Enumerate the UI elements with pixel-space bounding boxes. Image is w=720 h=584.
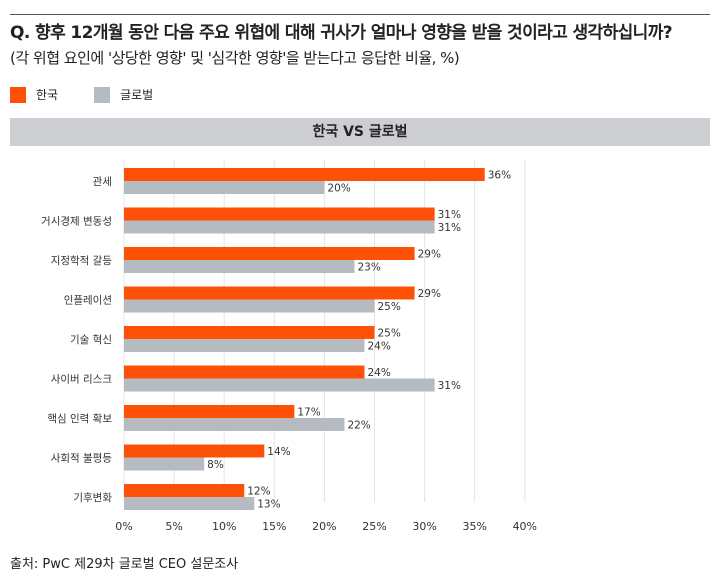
chart-title: Q. 향후 12개월 동안 다음 주요 위협에 대해 귀사가 얼마나 영향을 받… <box>10 23 673 43</box>
x-tick-label: 40% <box>513 520 537 533</box>
data-label: 31% <box>438 222 461 234</box>
category-label: 관세 <box>93 176 112 188</box>
data-label: 24% <box>367 341 390 353</box>
data-label: 23% <box>357 262 380 274</box>
data-label: 8% <box>207 459 224 471</box>
bar-korea <box>124 365 365 379</box>
x-tick-label: 5% <box>165 520 182 533</box>
bar-global <box>124 220 435 234</box>
legend-label-global: 글로벌 <box>120 88 154 102</box>
chart-subtitle: (각 위협 요인에 '상당한 영향' 및 '심각한 영향'을 받는다고 응답한 … <box>10 49 460 67</box>
x-tick-label: 0% <box>115 520 132 533</box>
bar-global <box>124 299 375 313</box>
bar-global <box>124 181 325 194</box>
data-label: 24% <box>367 367 390 379</box>
data-label: 29% <box>418 249 441 261</box>
data-label: 31% <box>438 380 461 392</box>
category-label: 사이버 리스크 <box>51 374 113 386</box>
category-label: 사회적 불평등 <box>51 453 113 465</box>
source-note: 출처: PwC 제29차 글로벌 CEO 설문조사 <box>10 557 239 572</box>
x-tick-label: 20% <box>312 520 336 533</box>
category-label: 인플레이션 <box>64 295 112 307</box>
category-label: 거시경제 변동성 <box>41 215 112 228</box>
bar-korea <box>124 286 415 300</box>
legend: 한국 글로벌 <box>10 86 153 103</box>
bar-korea <box>124 207 435 221</box>
data-label: 22% <box>347 420 370 432</box>
x-tick-label: 25% <box>362 520 386 533</box>
bar-korea <box>124 326 375 339</box>
x-tick-label: 30% <box>412 520 436 533</box>
bar-korea <box>124 484 245 497</box>
chart-heading-band: 한국 VS 글로벌 <box>10 118 710 146</box>
data-label: 12% <box>247 486 270 498</box>
x-tick-label: 35% <box>462 520 486 533</box>
x-tick-label: 15% <box>262 520 286 533</box>
category-label: 기술 혁신 <box>70 334 112 346</box>
bar-global <box>124 497 255 510</box>
category-label: 기후변화 <box>73 492 112 504</box>
bar-korea <box>124 405 295 418</box>
bar-global <box>124 418 345 431</box>
data-label: 14% <box>267 446 290 458</box>
category-label: 핵심 인력 확보 <box>47 412 112 425</box>
legend-label-korea: 한국 <box>36 88 59 102</box>
data-label: 25% <box>378 328 401 340</box>
bar-global <box>124 260 355 273</box>
data-label: 29% <box>418 288 441 300</box>
category-label: 지정학적 갈등 <box>51 254 113 267</box>
bar-global <box>124 378 435 392</box>
top-divider <box>10 14 710 15</box>
data-label: 31% <box>438 209 461 221</box>
legend-swatch-korea <box>10 86 26 103</box>
data-label: 13% <box>257 499 280 511</box>
x-tick-label: 10% <box>212 520 236 533</box>
data-label: 20% <box>327 183 350 195</box>
bar-korea <box>124 247 415 260</box>
legend-swatch-global <box>94 86 111 103</box>
bar-global <box>124 339 365 352</box>
data-label: 17% <box>297 407 320 419</box>
bar-korea <box>124 444 265 458</box>
data-label: 25% <box>378 301 401 313</box>
bar-global <box>124 457 205 471</box>
data-label: 36% <box>488 170 511 182</box>
bar-korea <box>124 168 485 181</box>
